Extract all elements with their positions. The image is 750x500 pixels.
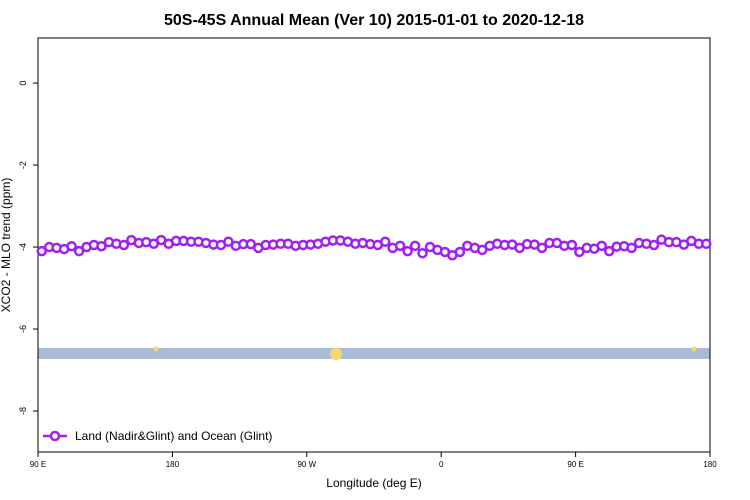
legend: Land (Nadir&Glint) and Ocean (Glint) — [43, 429, 272, 443]
x-tick-label: 180 — [703, 460, 717, 469]
point — [454, 246, 466, 258]
y-tick-label: 0 — [18, 81, 28, 86]
point — [379, 236, 391, 247]
land-spot — [691, 346, 697, 352]
x-tick-label: 90 W — [297, 460, 316, 469]
ocean-band — [38, 348, 710, 359]
x-tick-label: 0 — [439, 460, 444, 469]
point — [36, 245, 47, 257]
point — [417, 247, 428, 259]
land-ocean-strip — [38, 346, 710, 360]
point — [409, 240, 421, 252]
y-axis-label: XCO2 - MLO trend (ppm) — [0, 178, 13, 313]
point — [603, 245, 615, 257]
legend-label: Land (Nadir&Glint) and Ocean (Glint) — [75, 429, 272, 443]
x-tick-label: 90 E — [30, 460, 46, 469]
point — [394, 240, 406, 252]
chart-title: 50S-45S Annual Mean (Ver 10) 2015-01-01 … — [164, 12, 584, 29]
x-tick-label: 180 — [166, 460, 180, 469]
point — [648, 239, 660, 251]
y-tick-label: -4 — [18, 243, 28, 251]
point — [118, 239, 130, 251]
legend-marker — [49, 430, 61, 442]
point — [96, 240, 107, 252]
y-tick-label: -2 — [18, 161, 28, 169]
point — [223, 236, 234, 247]
land-spot — [153, 346, 159, 352]
point — [477, 244, 488, 256]
y-tick-label: -6 — [18, 325, 28, 333]
point — [701, 238, 712, 250]
point — [626, 242, 637, 254]
x-axis-label: Longitude (deg E) — [326, 476, 421, 490]
point — [566, 239, 578, 251]
point — [66, 240, 77, 252]
point — [73, 245, 85, 257]
point — [536, 242, 548, 254]
series — [36, 234, 712, 261]
x-tick-label: 90 E — [567, 460, 583, 469]
point — [402, 245, 413, 257]
point — [574, 246, 585, 258]
point — [596, 240, 607, 252]
y-tick-label: -8 — [18, 407, 28, 415]
land-spot — [330, 348, 342, 360]
